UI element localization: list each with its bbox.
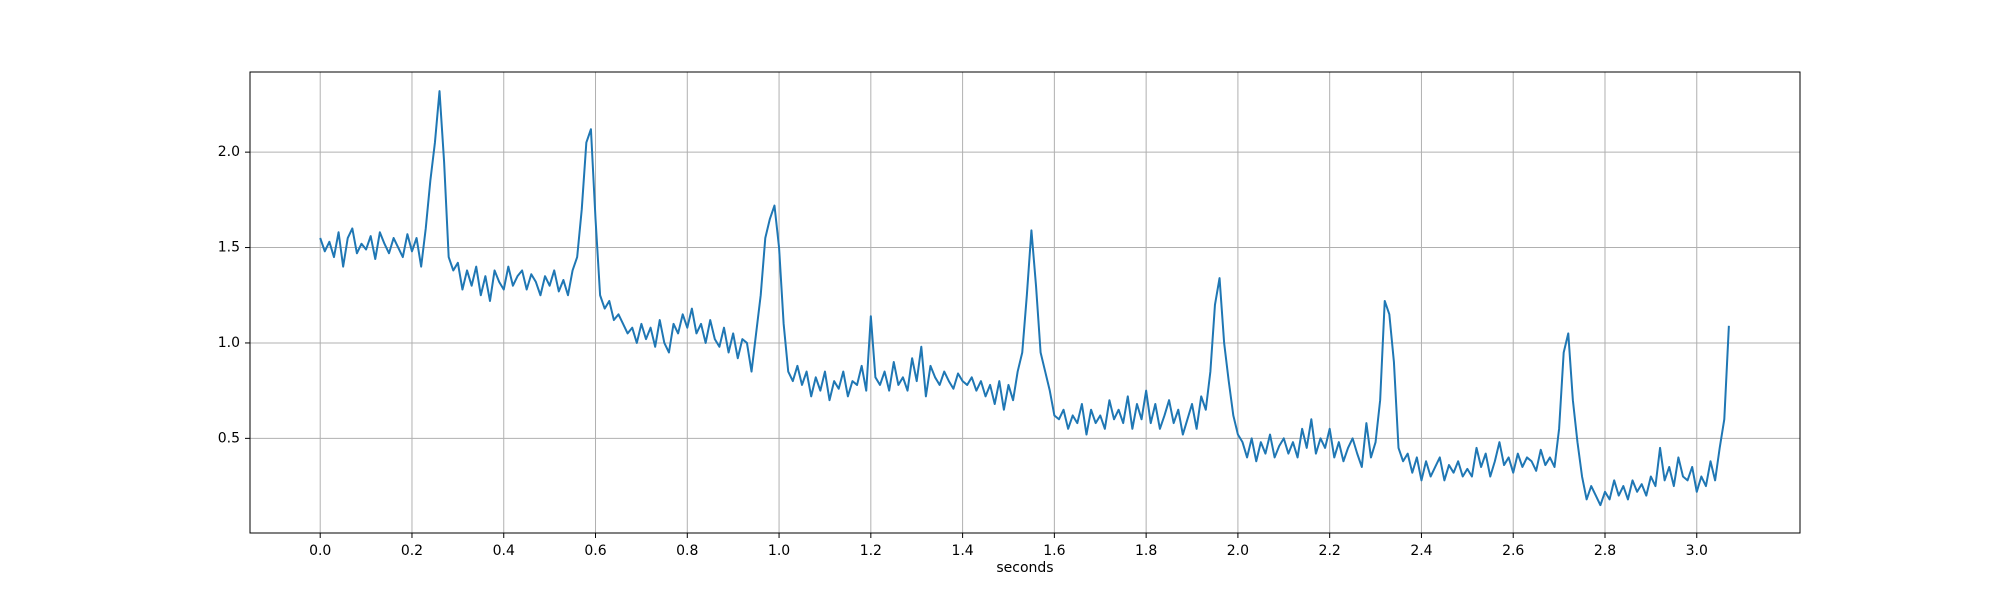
x-tick-label: 2.0 [1227, 543, 1249, 559]
x-tick-label: 0.8 [676, 543, 698, 559]
x-tick-label: 0.4 [493, 543, 515, 559]
y-tick-label: 0.5 [218, 430, 240, 446]
x-tick-label: 2.2 [1319, 543, 1341, 559]
plot-frame [249, 71, 1801, 534]
x-tick-label: 1.6 [1043, 543, 1065, 559]
x-tick-label: 1.8 [1135, 543, 1157, 559]
x-tick-label: 2.8 [1594, 543, 1616, 559]
x-tick-label: 3.0 [1686, 543, 1708, 559]
x-tick-label: 2.4 [1410, 543, 1432, 559]
y-tick-label: 1.5 [218, 240, 240, 256]
x-tick-label: 1.2 [860, 543, 882, 559]
x-tick-label: 0.6 [584, 543, 606, 559]
x-axis-label: seconds [996, 560, 1053, 576]
data-line [319, 90, 1730, 507]
y-tick-label: 1.0 [218, 335, 240, 351]
x-tick-label: 0.2 [401, 543, 423, 559]
x-tick-label: 1.0 [768, 543, 790, 559]
x-tick-label: 2.6 [1502, 543, 1524, 559]
x-tick-label: 1.4 [951, 543, 973, 559]
x-tick-label: 0.0 [309, 543, 331, 559]
y-tick-label: 2.0 [218, 144, 240, 160]
